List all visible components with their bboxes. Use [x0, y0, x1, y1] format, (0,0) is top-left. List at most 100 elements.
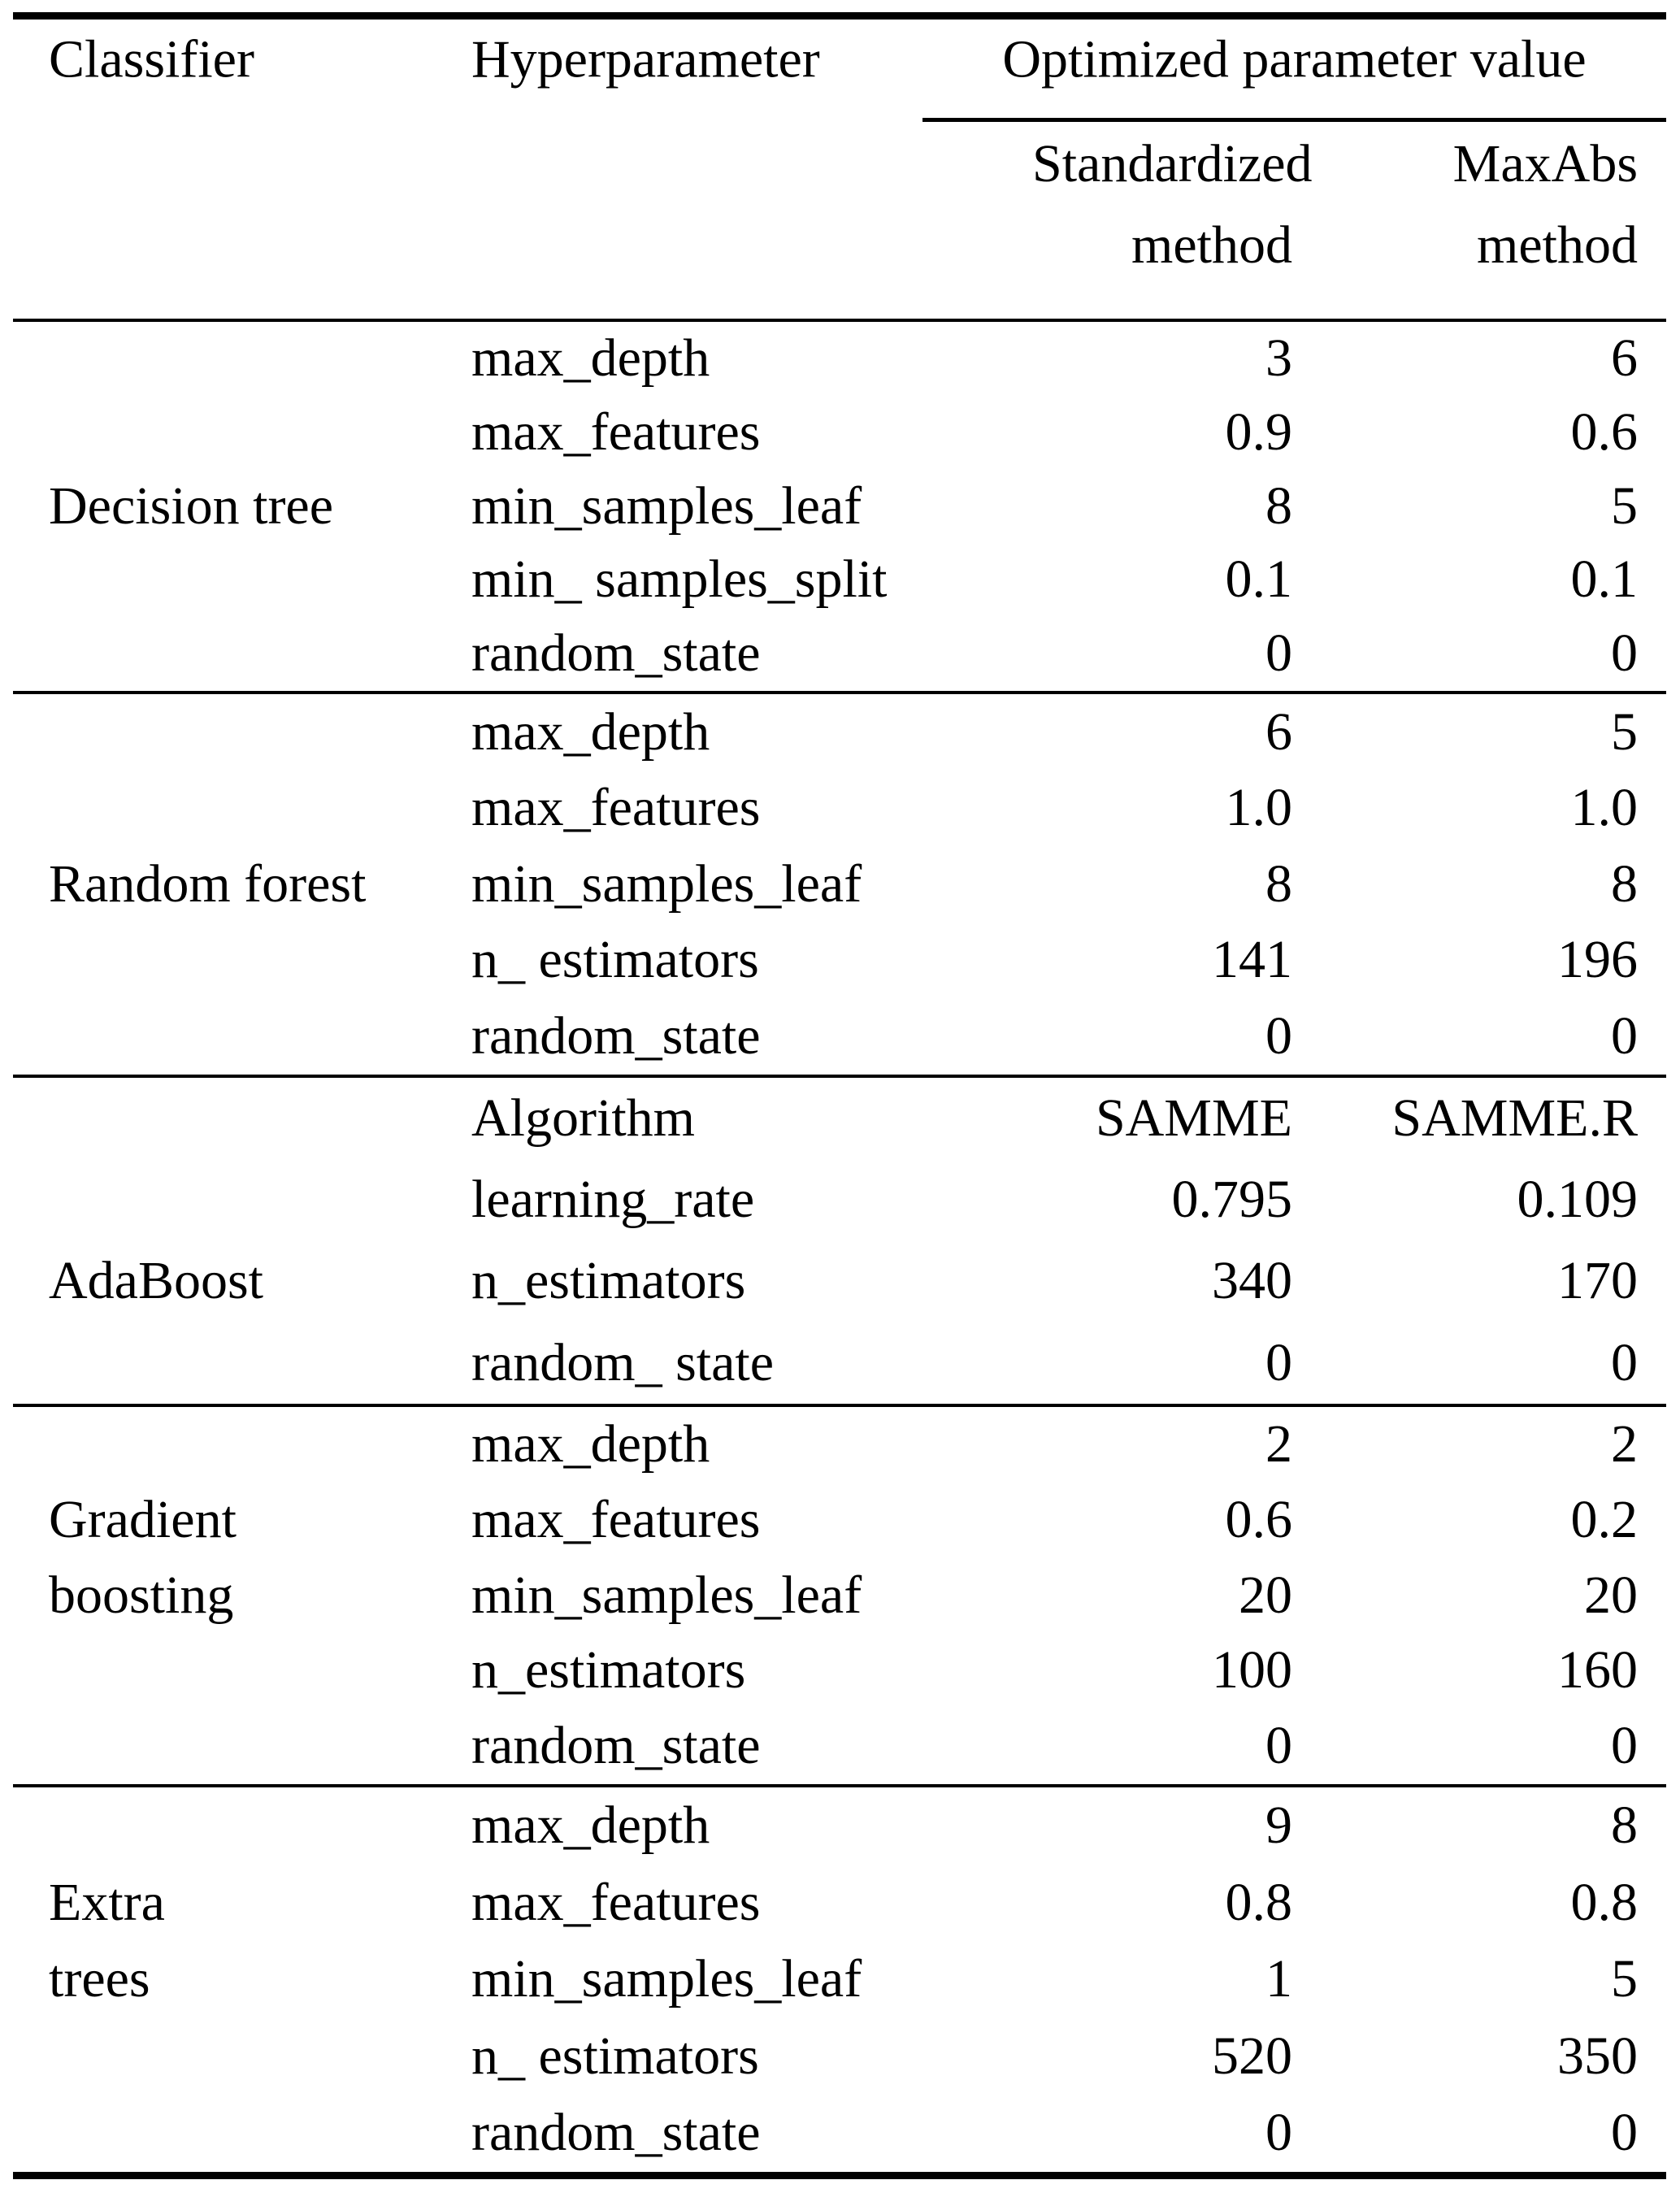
standardized-value-cell: SAMME	[1095, 1088, 1292, 1148]
column-header-standardized-method: method	[1131, 215, 1292, 276]
table-row: random_ state 0 0	[13, 1332, 1666, 1393]
standardized-value-cell: 8	[1265, 476, 1292, 536]
maxabs-value-cell: SAMME.R	[1391, 1088, 1638, 1148]
maxabs-value-cell: 6	[1611, 328, 1638, 389]
hyperparameter-cell: max_depth	[471, 328, 710, 389]
table-row: random_state 0 0	[13, 2104, 1666, 2163]
header-row-sub-line1: Standardized MaxAbs	[13, 122, 1666, 207]
table-row: Gradient max_features 0.6 0.2	[13, 1489, 1666, 1550]
classifier-block-decision-tree: max_depth 3 6 max_features 0.9 0.6 Decis…	[13, 319, 1666, 691]
maxabs-value-cell: 1.0	[1570, 778, 1639, 838]
maxabs-value-cell: 0.109	[1517, 1170, 1639, 1230]
maxabs-value-cell: 350	[1557, 2026, 1638, 2086]
table-row: boosting min_samples_leaf 20 20	[13, 1565, 1666, 1626]
maxabs-value-cell: 5	[1611, 701, 1638, 762]
table-row: Decision tree min_samples_leaf 8 5	[13, 476, 1666, 536]
hyperparameter-cell: max_depth	[471, 1796, 710, 1855]
table-row: Random forest min_samples_leaf 8 8	[13, 853, 1666, 914]
maxabs-value-cell: 160	[1557, 1640, 1638, 1700]
classifier-cell: Extra	[49, 1872, 165, 1932]
hyperparameter-cell: min_samples_leaf	[471, 1565, 862, 1625]
classifier-cell: AdaBoost	[49, 1251, 263, 1311]
table-row: Extra max_features 0.8 0.8	[13, 1872, 1666, 1933]
group-header-rule	[922, 101, 1666, 122]
hyperparameter-cell: max_features	[471, 1872, 761, 1932]
maxabs-value-cell: 170	[1557, 1251, 1638, 1311]
classifier-cell: trees	[49, 1949, 150, 2009]
standardized-value-cell: 2	[1265, 1414, 1292, 1474]
hyperparameter-cell: n_ estimators	[471, 2026, 759, 2086]
classifier-block-random-forest: max_depth 6 5 max_features 1.0 1.0 Rando…	[13, 691, 1666, 1075]
table-row: random_state 0 0	[13, 624, 1666, 684]
classifier-cell: Random forest	[49, 853, 367, 914]
maxabs-value-cell: 5	[1611, 1949, 1638, 2009]
column-header-maxabs: MaxAbs	[1452, 134, 1638, 194]
column-header-standardized: Standardized	[1032, 134, 1313, 194]
maxabs-value-cell: 0	[1611, 2103, 1638, 2163]
standardized-value-cell: 20	[1239, 1565, 1292, 1625]
hyperparameter-cell: max_depth	[471, 1414, 710, 1474]
header-row-sub-line2: method method	[13, 207, 1666, 284]
hyperparameter-cell: random_state	[471, 1005, 761, 1066]
classifier-block-gradient-boosting: max_depth 2 2 Gradient max_features 0.6 …	[13, 1404, 1666, 1784]
maxabs-value-cell: 0	[1611, 1005, 1638, 1066]
classifier-block-adaboost: Algorithm SAMME SAMME.R learning_rate 0.…	[13, 1075, 1666, 1404]
table-row: n_estimators 100 160	[13, 1641, 1666, 1700]
table-row: max_depth 9 8	[13, 1796, 1666, 1856]
hyperparameter-cell: n_ estimators	[471, 930, 759, 990]
column-header-optimized-group: Optimized parameter value	[1002, 29, 1587, 89]
table-row: random_state 0 0	[13, 1005, 1666, 1066]
standardized-value-cell: 0	[1265, 1332, 1292, 1392]
table-row: Algorithm SAMME SAMME.R	[13, 1088, 1666, 1149]
standardized-value-cell: 1	[1265, 1949, 1292, 2009]
hyperparameter-cell: min_samples_leaf	[471, 1949, 862, 2009]
maxabs-value-cell: 5	[1611, 476, 1638, 536]
standardized-value-cell: 8	[1265, 853, 1292, 914]
standardized-value-cell: 520	[1212, 2026, 1292, 2086]
standardized-value-cell: 0.6	[1225, 1489, 1293, 1549]
maxabs-value-cell: 196	[1557, 930, 1638, 990]
hyperparameter-cell: random_state	[471, 2103, 761, 2163]
table-row: max_depth 2 2	[13, 1414, 1666, 1474]
maxabs-value-cell: 0.6	[1570, 402, 1639, 462]
standardized-value-cell: 9	[1265, 1796, 1292, 1855]
maxabs-value-cell: 0.8	[1570, 1872, 1639, 1932]
hyperparameter-cell: n_estimators	[471, 1251, 746, 1311]
hyperparameter-table: Classifier Hyperparameter Optimized para…	[13, 12, 1666, 2179]
standardized-value-cell: 100	[1212, 1640, 1292, 1700]
table-row: AdaBoost n_estimators 340 170	[13, 1252, 1666, 1311]
classifier-cell: Decision tree	[49, 476, 334, 536]
table-row: max_features 1.0 1.0	[13, 778, 1666, 838]
table-row: n_ estimators 520 350	[13, 2026, 1666, 2087]
maxabs-value-cell: 2	[1611, 1414, 1638, 1474]
maxabs-value-cell: 0	[1611, 1332, 1638, 1392]
table-row: n_ estimators 141 196	[13, 931, 1666, 990]
standardized-value-cell: 141	[1212, 930, 1292, 990]
standardized-value-cell: 0	[1265, 623, 1292, 684]
hyperparameter-cell: learning_rate	[471, 1170, 755, 1230]
column-header-hyperparameter: Hyperparameter	[471, 29, 820, 89]
hyperparameter-cell: n_estimators	[471, 1640, 746, 1700]
hyperparameter-cell: Algorithm	[471, 1088, 695, 1148]
hyperparameter-cell: min_samples_leaf	[471, 853, 862, 914]
table-row: max_features 0.9 0.6	[13, 402, 1666, 462]
maxabs-value-cell: 0	[1611, 1716, 1638, 1776]
table-row: random_state 0 0	[13, 1717, 1666, 1776]
table-row: max_depth 6 5	[13, 701, 1666, 762]
hyperparameter-cell: max_features	[471, 402, 761, 462]
standardized-value-cell: 340	[1212, 1251, 1292, 1311]
standardized-value-cell: 0	[1265, 1716, 1292, 1776]
table-row: learning_rate 0.795 0.109	[13, 1170, 1666, 1230]
standardized-value-cell: 0	[1265, 2103, 1292, 2163]
header-row-main: Classifier Hyperparameter Optimized para…	[13, 20, 1666, 101]
table-row: max_depth 3 6	[13, 328, 1666, 389]
hyperparameter-cell: min_ samples_split	[471, 549, 888, 610]
hyperparameter-cell: max_features	[471, 778, 761, 838]
maxabs-value-cell: 0.1	[1570, 549, 1639, 610]
hyperparameter-cell: max_features	[471, 1489, 761, 1549]
table-row: trees min_samples_leaf 1 5	[13, 1950, 1666, 2009]
classifier-block-extra-trees: max_depth 9 8 Extra max_features 0.8 0.8…	[13, 1784, 1666, 2179]
maxabs-value-cell: 8	[1611, 1796, 1638, 1855]
column-header-maxabs-method: method	[1477, 215, 1638, 276]
